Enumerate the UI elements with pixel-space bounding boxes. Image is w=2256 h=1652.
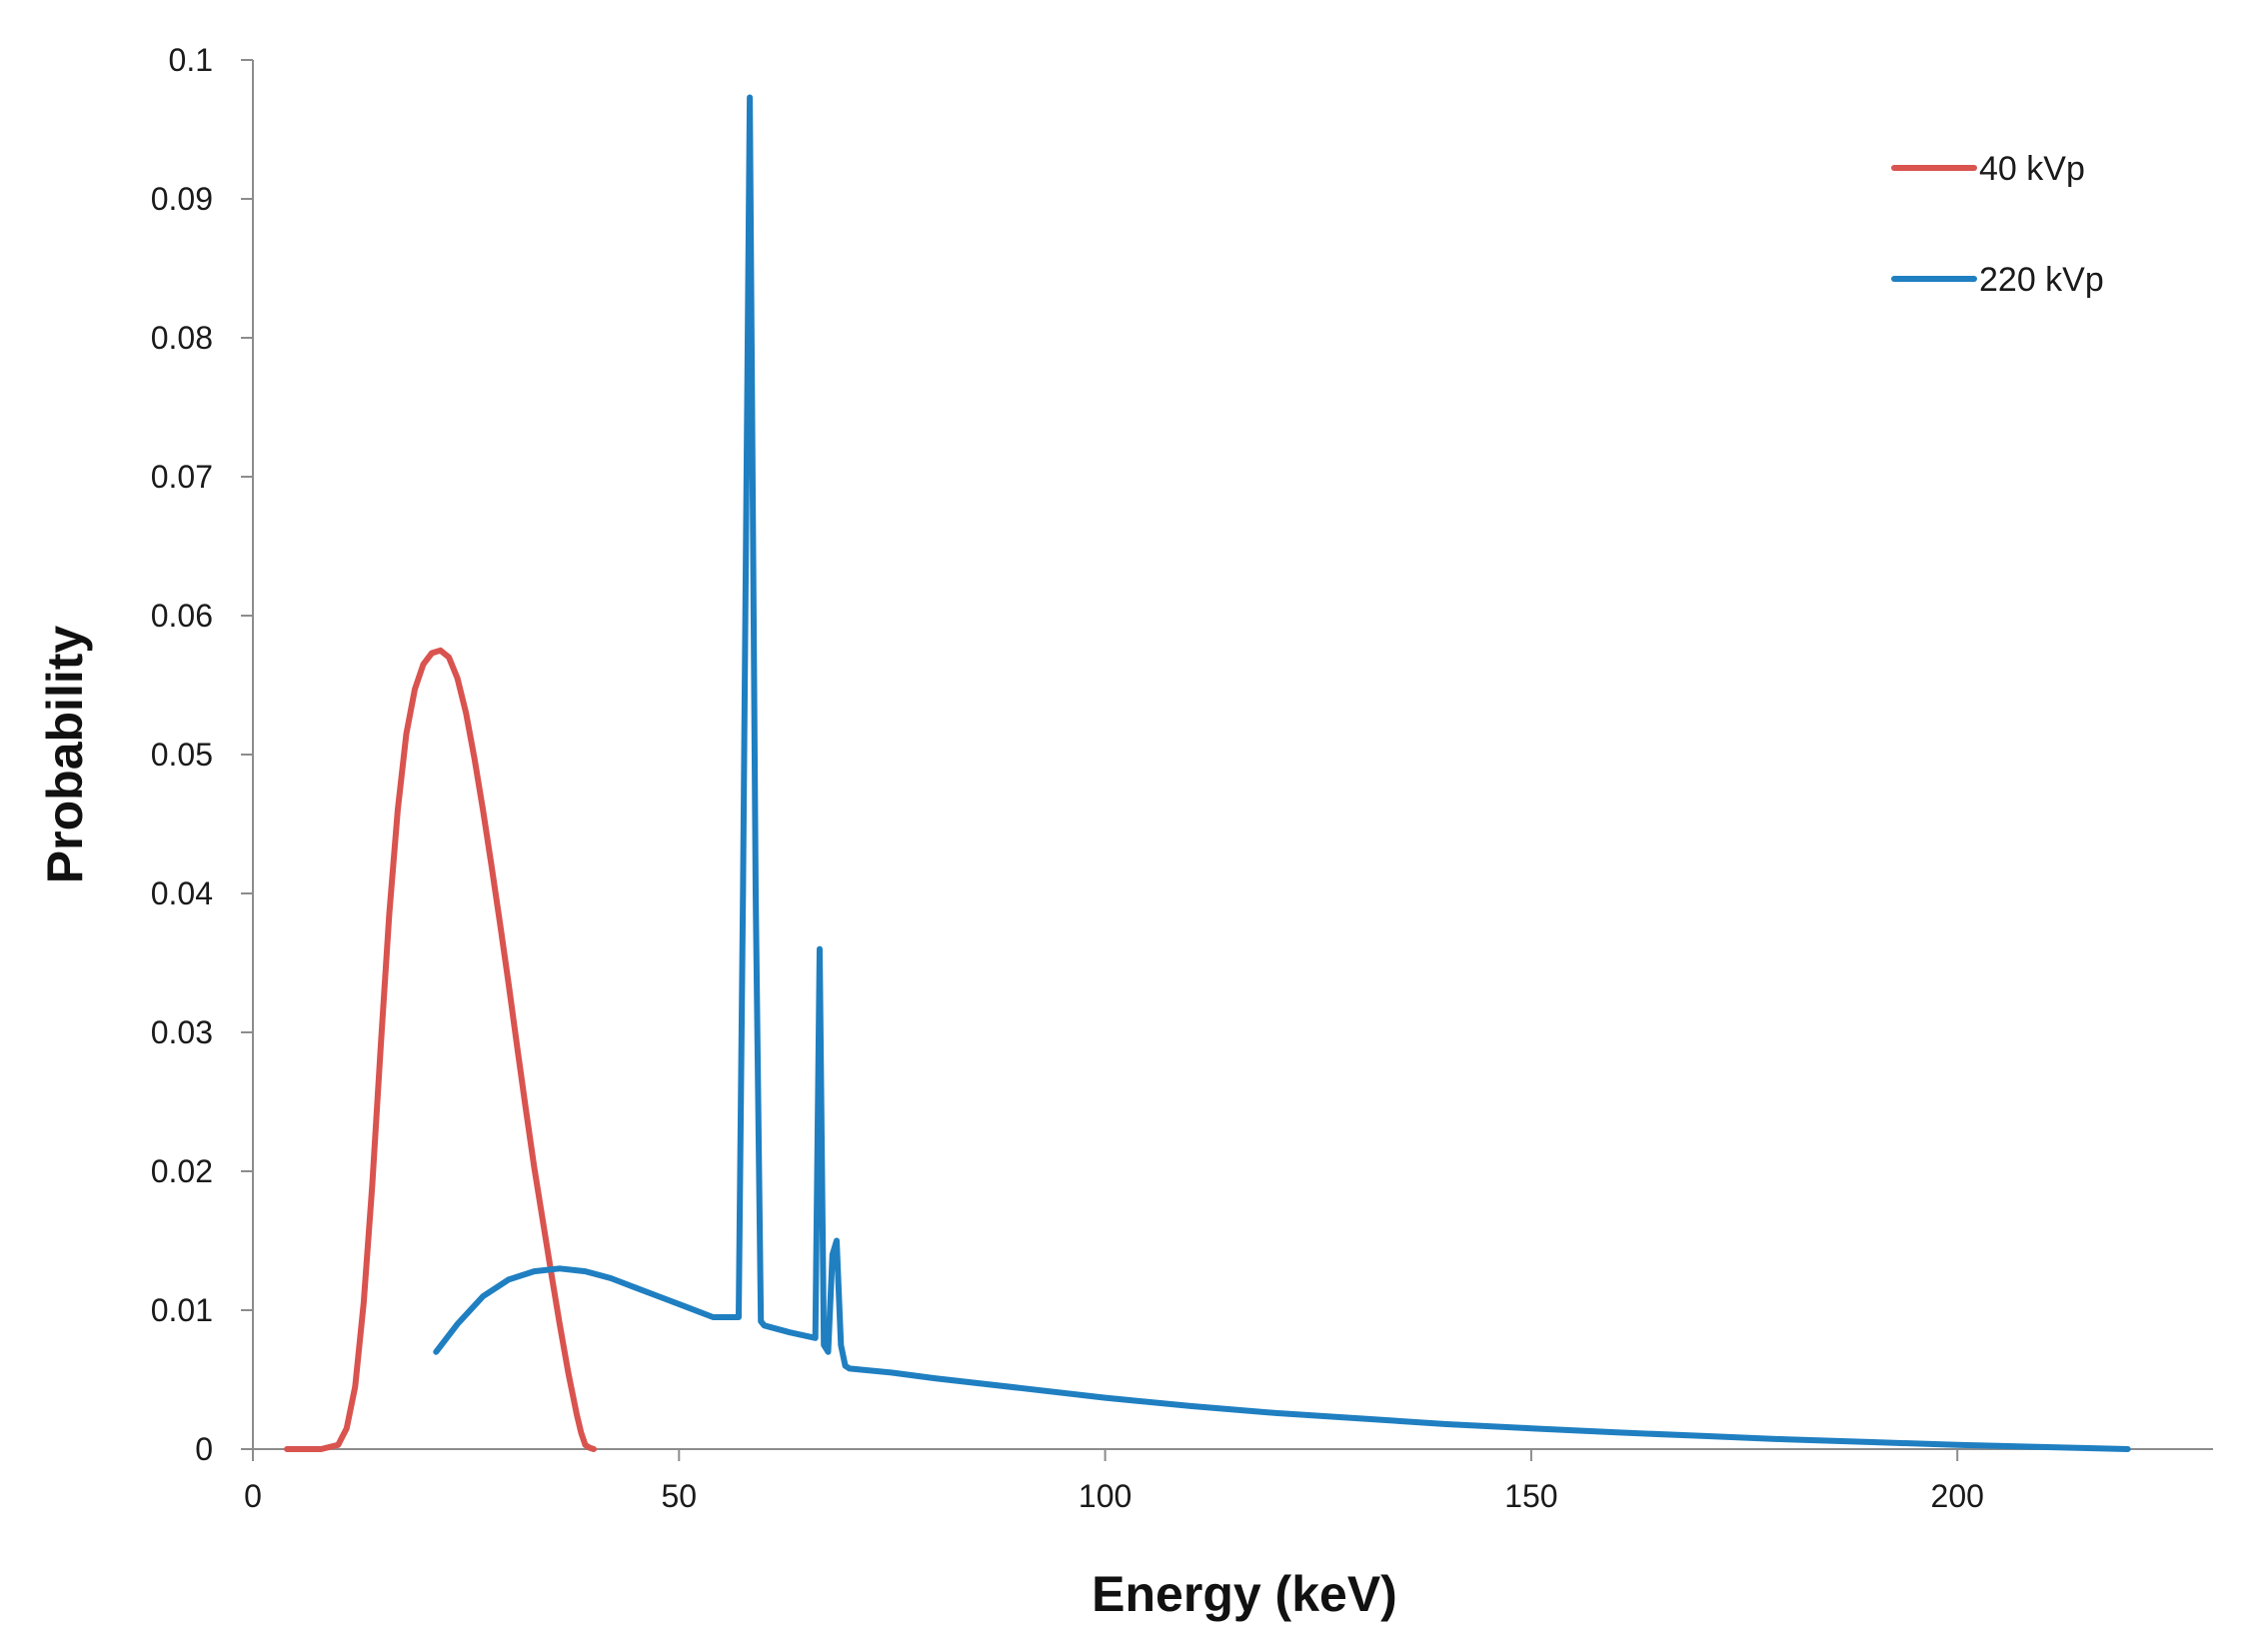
- y-tick-label: 0.05: [151, 737, 213, 773]
- series-line-220kvp: [433, 94, 2131, 1452]
- y-tick-label: 0: [195, 1431, 213, 1467]
- y-tick-label: 0.04: [151, 875, 213, 911]
- y-tick-label: 0.01: [151, 1292, 213, 1328]
- y-tick-label: 0.08: [151, 320, 213, 356]
- series-layer: [284, 94, 2131, 1452]
- legend-label: 220 kVp: [1979, 261, 2104, 299]
- x-tick-label: 150: [1504, 1478, 1557, 1514]
- y-axis-ticks: 0 0.01 0.02 0.03 0.04 0.05 0.06 0.07 0.08 0.09 0.1: [151, 42, 253, 1467]
- y-tick-label: 0.07: [151, 459, 213, 495]
- x-tick-label: 50: [662, 1478, 698, 1514]
- y-tick-label: 0.06: [151, 598, 213, 634]
- x-axis-title: Energy (keV): [1092, 1566, 1397, 1622]
- legend: 40 kVp 220 kVp: [1891, 150, 2104, 299]
- x-axis-ticks: 0 50 100 150 200: [244, 1449, 1984, 1514]
- x-tick-label: 200: [1931, 1478, 1984, 1514]
- series-line-40kvp: [284, 647, 597, 1452]
- x-tick-label: 0: [244, 1478, 262, 1514]
- y-tick-label: 0.1: [169, 42, 213, 78]
- y-tick-label: 0.02: [151, 1153, 213, 1189]
- y-tick-label: 0.03: [151, 1014, 213, 1050]
- x-tick-label: 100: [1079, 1478, 1131, 1514]
- y-tick-label: 0.09: [151, 181, 213, 217]
- y-axis-title: Probability: [37, 626, 93, 884]
- legend-label: 40 kVp: [1979, 150, 2085, 188]
